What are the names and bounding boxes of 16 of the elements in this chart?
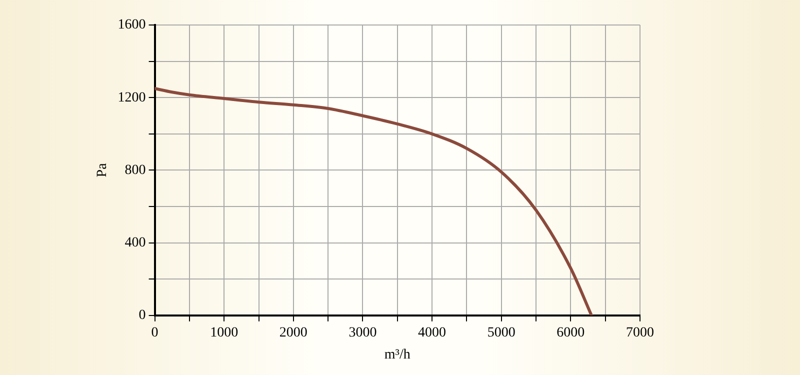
y-tick-label: 400 [124,235,146,250]
x-axis-title: m³/h [384,347,410,362]
x-tick-label: 2000 [279,325,308,340]
y-tick-label: 0 [138,308,146,324]
line-series [154,87,593,316]
x-tick-label: 1000 [210,325,238,340]
x-tick-label: 6000 [556,325,585,340]
x-tick-label: 4000 [418,325,446,340]
y-tick-label: 1600 [118,18,146,33]
y-tick-label: 800 [124,162,146,178]
y-axis-title: Pa [95,162,110,178]
x-tick-label: 5000 [487,325,516,340]
x-tick-label: 0 [151,325,158,340]
x-tick-label: 3000 [348,325,377,340]
x-tick-label: 7000 [626,325,654,340]
y-tick-label: 1200 [118,90,146,106]
